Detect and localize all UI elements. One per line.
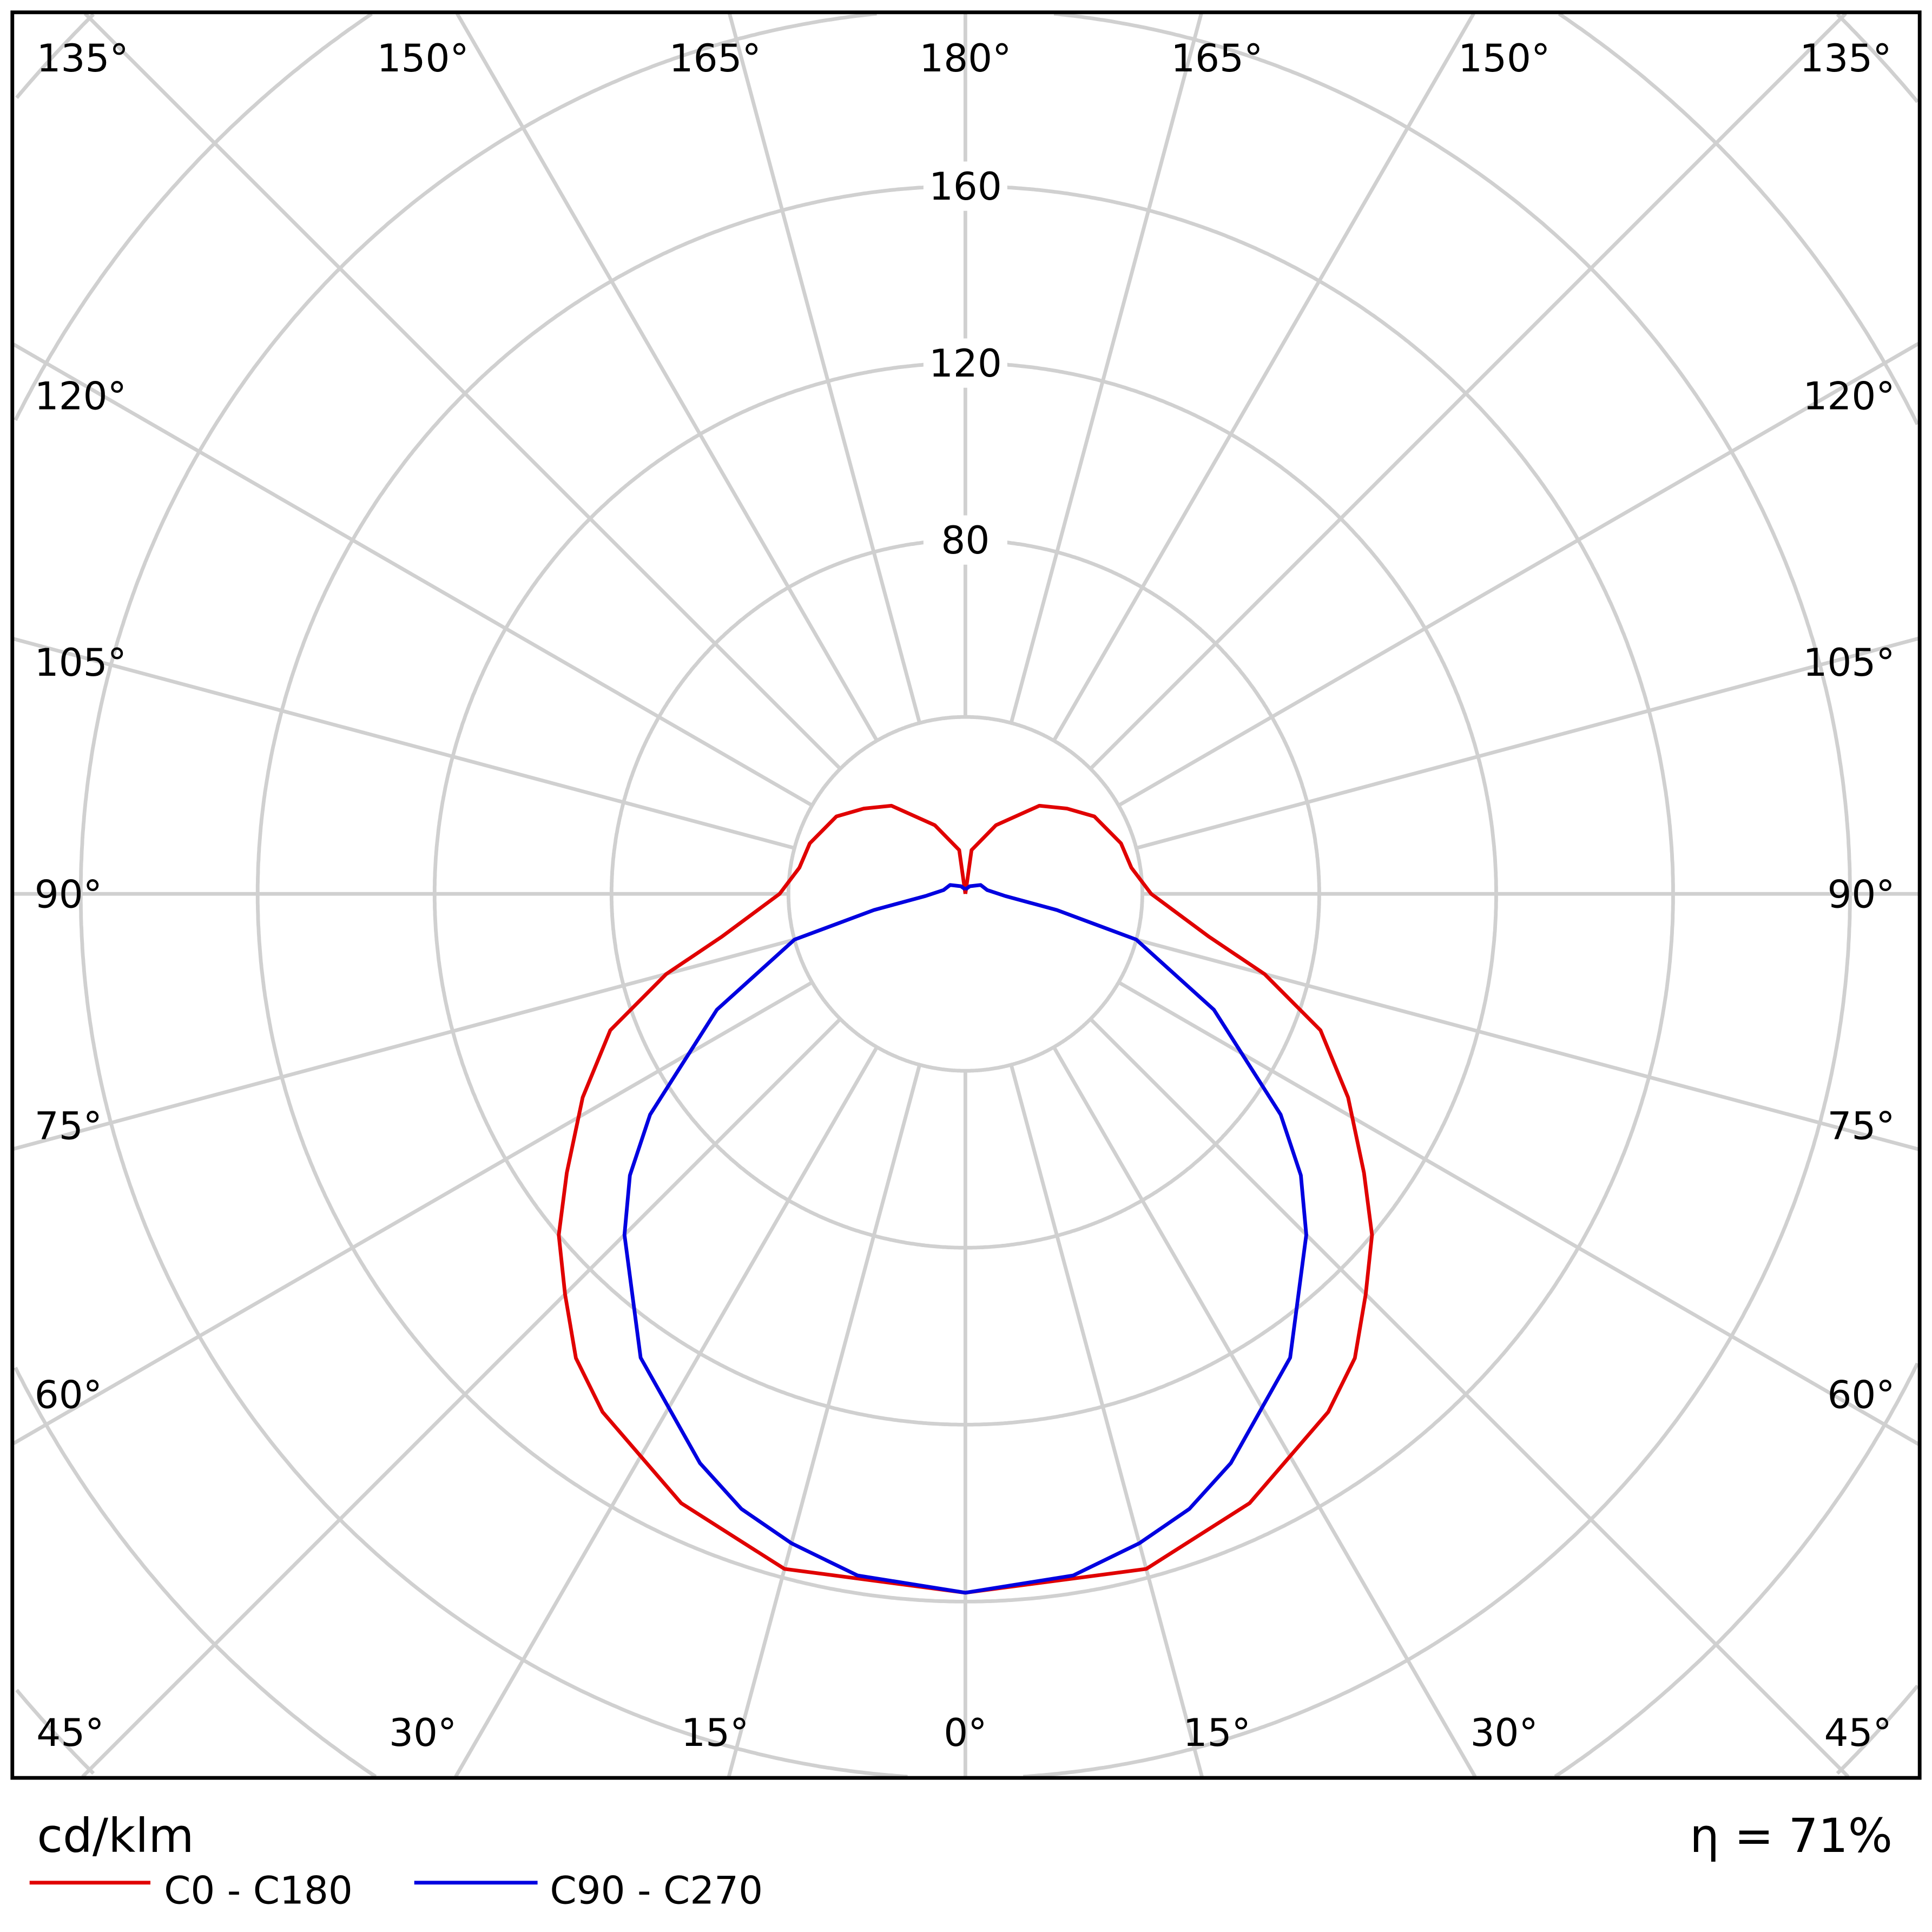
- radial-gridline: [455, 12, 879, 742]
- radial-gridline: [12, 342, 813, 807]
- angle-label-top: 180°: [919, 36, 1011, 81]
- angle-label-right: 105°: [1803, 640, 1895, 685]
- angle-label-top: 135°: [1799, 36, 1891, 81]
- ring-gridline: [15, 1689, 95, 1775]
- radial-gridline: [12, 980, 813, 1445]
- angle-label-top: 165°: [669, 36, 761, 81]
- ring-gridline: [609, 538, 1321, 1250]
- angle-label-top: 165°: [1171, 36, 1263, 81]
- angle-label-top: 150°: [1458, 36, 1550, 81]
- legend-label-c90-c270: C90 - C270: [550, 1868, 763, 1913]
- ring-gridline: [255, 184, 1675, 1604]
- radial-tick-labels: 80 120 160: [923, 161, 1007, 565]
- angle-label-bottom: 45°: [36, 1710, 104, 1755]
- angle-label-left: 60°: [35, 1372, 102, 1417]
- angle-label-right: 120°: [1803, 374, 1895, 419]
- angle-label-bottom: 0°: [944, 1710, 987, 1755]
- ring-label-bg: [923, 338, 1007, 388]
- angle-label-bottom: 30°: [1471, 1710, 1538, 1755]
- angle-label-bottom: 15°: [1183, 1710, 1251, 1755]
- radial-gridline: [728, 13, 922, 724]
- plot-frame: [10, 10, 1922, 1780]
- radial-gridline: [1117, 342, 1920, 807]
- efficiency-label: η = 71%: [1690, 1809, 1893, 1863]
- ring-gridline: [1023, 894, 1852, 1779]
- ring-gridline: [1558, 12, 1920, 425]
- angle-label-left: 120°: [35, 374, 127, 419]
- ring-gridline: [15, 13, 95, 99]
- radial-gridline: [1052, 1046, 1477, 1778]
- ring-label: 160: [929, 164, 1002, 209]
- angle-label-left: 105°: [35, 640, 127, 685]
- ring-label: 80: [941, 518, 990, 563]
- angle-label-top: 135°: [37, 36, 129, 81]
- ring-gridline: [786, 715, 1144, 1073]
- radial-gridline: [1117, 980, 1920, 1446]
- ring-gridline: [14, 1367, 377, 1778]
- radial-gridline: [454, 1046, 879, 1778]
- curves: [557, 803, 1374, 1595]
- ring-gridline: [1836, 1684, 1919, 1775]
- ring-gridline: [432, 361, 1498, 1427]
- angle-labels: 135° 150° 165° 180° 165° 150° 135° 45° 30° 15° 0° 1…: [35, 36, 1895, 1755]
- polar-grid: [12, 11, 1920, 1779]
- radial-gridline: [1136, 636, 1919, 850]
- ring-gridline: [14, 12, 373, 421]
- legend-label-c0-c180: C0 - C180: [164, 1868, 353, 1913]
- series-curve-1: [622, 883, 1308, 1595]
- ring-label-bg: [923, 161, 1007, 211]
- radial-gridline: [13, 637, 795, 850]
- angle-label-bottom: 30°: [389, 1710, 457, 1755]
- angle-label-right: 60°: [1827, 1372, 1895, 1417]
- angle-label-left: 90°: [35, 872, 102, 916]
- angle-label-left: 75°: [35, 1104, 102, 1149]
- unit-label: cd/klm: [37, 1809, 194, 1863]
- legend: C0 - C180 C90 - C270: [29, 1868, 763, 1913]
- radial-gridline: [1009, 13, 1203, 724]
- ring-gridline: [1053, 11, 1852, 894]
- angle-label-right: 75°: [1827, 1104, 1895, 1149]
- angle-label-top: 150°: [377, 36, 469, 81]
- angle-label-bottom: 15°: [681, 1710, 749, 1755]
- radial-gridline: [1052, 12, 1475, 742]
- ring-label-bg: [923, 515, 1007, 565]
- ring-gridline: [1554, 1362, 1920, 1778]
- ring-gridline: [78, 11, 908, 1779]
- angle-label-right: 90°: [1827, 872, 1895, 916]
- radial-gridline: [1009, 1064, 1204, 1777]
- radial-gridline: [727, 1064, 922, 1777]
- angle-label-bottom: 45°: [1824, 1710, 1892, 1755]
- ring-label: 120: [929, 341, 1002, 386]
- ring-gridline: [1836, 13, 1919, 103]
